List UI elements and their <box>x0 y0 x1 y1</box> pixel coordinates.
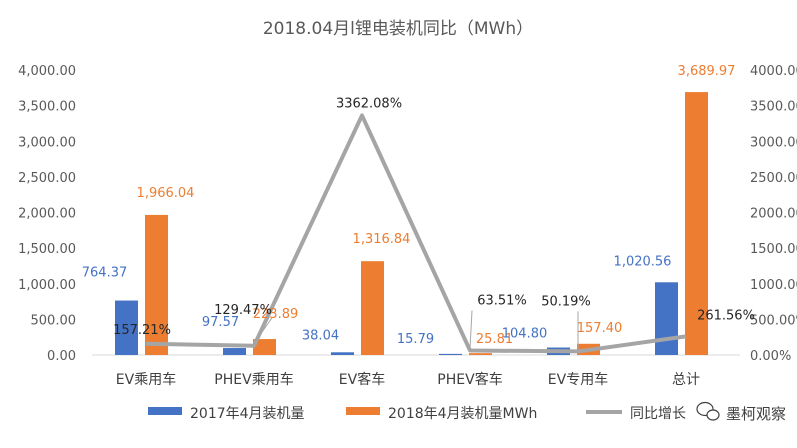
right-tick-label: 2500.00% <box>750 171 797 186</box>
growth-label: 261.56% <box>697 308 755 323</box>
bar-2017-label: 764.37 <box>82 266 128 281</box>
bar-2017 <box>439 353 462 355</box>
line-layer <box>145 113 687 354</box>
right-tick-label: 1000.00% <box>750 278 797 293</box>
bar-2018 <box>469 353 492 355</box>
bar-2017 <box>655 282 678 355</box>
bar-2018-label: 1,316.84 <box>353 232 411 247</box>
right-tick-label: 4000.00% <box>750 64 797 79</box>
bar-2017-label: 97.57 <box>202 315 239 330</box>
right-tick-label: 2000.00% <box>750 207 797 222</box>
growth-label: 50.19% <box>541 294 591 309</box>
bar-2017 <box>115 300 138 355</box>
bar-2018 <box>253 339 276 355</box>
legend-label-growth: 同比增长 <box>630 406 686 422</box>
growth-label: 63.51% <box>477 293 527 308</box>
left-tick-label: 3,500.00 <box>18 100 76 115</box>
bar-2017 <box>223 348 246 355</box>
legend-label-2018: 2018年4月装机量MWh <box>388 406 537 422</box>
category-label: PHEV客车 <box>437 371 502 388</box>
right-tick-label: 500.00% <box>750 313 797 328</box>
wechat-icon <box>696 401 720 421</box>
right-tick-label: 1500.00% <box>750 242 797 257</box>
bar-2017 <box>331 352 354 355</box>
left-tick-label: 500.00 <box>31 313 77 328</box>
right-tick-label: 3500.00% <box>750 100 797 115</box>
label-leader-line <box>469 310 473 349</box>
right-axis: 0.00% 500.00% 1000.00% 1500.00% 2000.00% 2500… <box>750 64 797 364</box>
watermark-text: 墨柯观察 <box>726 405 786 423</box>
left-tick-label: 1,000.00 <box>18 278 76 293</box>
legend-swatch-2017 <box>148 407 182 415</box>
legend-swatch-2018 <box>346 407 380 415</box>
left-tick-label: 3,000.00 <box>18 135 76 150</box>
bar-2018 <box>685 92 708 356</box>
bar-2017-label: 104.80 <box>502 327 548 342</box>
label-leader-line <box>253 317 273 345</box>
bar-2017-label: 1,020.56 <box>614 254 672 269</box>
bar-2017-label: 38.04 <box>302 328 339 343</box>
bar-2018 <box>361 261 384 355</box>
growth-line <box>145 113 687 354</box>
bar-2018-label: 25.81 <box>476 332 513 347</box>
growth-label: 157.21% <box>113 323 171 338</box>
right-tick-label: 0.00% <box>750 349 791 364</box>
left-tick-label: 1,500.00 <box>18 242 76 257</box>
category-label: EV专用车 <box>548 371 608 388</box>
bar-2018-label: 3,689.97 <box>678 64 736 79</box>
category-labels: EV乘用车 PHEV乘用车 EV客车 PHEV客车 EV专用车 总计 <box>116 371 700 388</box>
growth-label: 3362.08% <box>336 96 402 111</box>
bar-2018-label: 1,966.04 <box>137 186 195 201</box>
category-label: PHEV乘用车 <box>214 371 293 388</box>
category-label: EV客车 <box>339 371 385 388</box>
bar-2018-label: 223.89 <box>253 307 299 322</box>
left-tick-label: 2,000.00 <box>18 207 76 222</box>
bar-2017-label: 15.79 <box>397 332 434 347</box>
legend-label-2017: 2017年4月装机量 <box>190 406 305 422</box>
bar-2018-label: 157.40 <box>577 321 623 336</box>
category-label: 总计 <box>672 372 700 388</box>
growth-label: 129.47% <box>214 303 272 318</box>
left-axis: 0.00 500.00 1,000.00 1,500.00 2,000.00 2,500.… <box>18 64 76 364</box>
left-tick-label: 4,000.00 <box>18 64 76 79</box>
legend: 2017年4月装机量 2018年4月装机量MWh 同比增长 <box>148 401 720 422</box>
left-tick-label: 0.00 <box>47 349 76 364</box>
category-label: EV乘用车 <box>116 371 176 388</box>
chart-title: 2018.04月l锂电装机同比（MWh） <box>263 19 533 39</box>
left-tick-label: 2,500.00 <box>18 171 76 186</box>
bar-2018 <box>145 214 168 355</box>
right-tick-label: 3000.00% <box>750 135 797 150</box>
